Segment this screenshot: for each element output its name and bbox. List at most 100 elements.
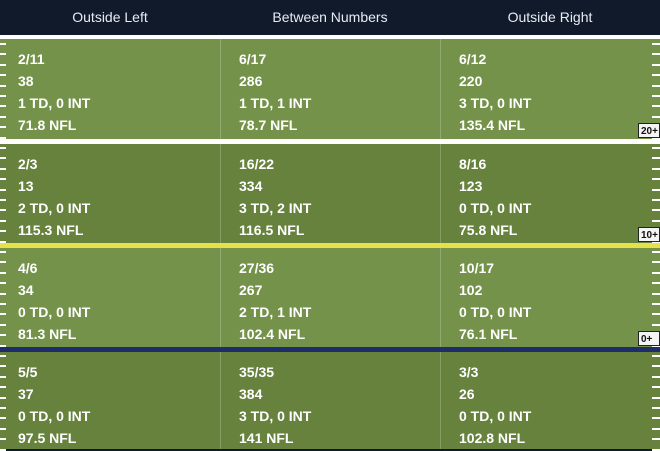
hash-mark [652,85,660,87]
column-outside-right: Outside Right [507,9,593,25]
hash-mark [0,178,6,180]
hash-mark [0,355,6,357]
cell-0-outside-right[interactable]: 10/17 102 0 TD, 0 INT 76.1 NFL [440,248,660,347]
yards: 220 [459,73,483,89]
column-header: Outside Left Between Numbers Outside Rig… [0,0,660,35]
hash-mark [0,105,6,107]
hash-mark [0,303,6,305]
zone-0-plus: 4/6 34 0 TD, 0 INT 81.3 NFL 27/36 267 2 … [0,248,660,347]
hash-mark [652,74,660,76]
hash-mark [0,313,6,315]
hash-mark [0,189,6,191]
cell-20-outside-left[interactable]: 2/11 38 1 TD, 0 INT 71.8 NFL [0,39,220,139]
td-int: 2 TD, 1 INT [239,304,312,320]
hash-mark [652,147,660,149]
cell-behind-outside-right[interactable]: 3/3 26 0 TD, 0 INT 102.8 NFL [440,352,660,449]
hash-mark [0,365,6,367]
hash-mark [652,272,660,274]
hash-mark [0,386,6,388]
zone-20-plus: 2/11 38 1 TD, 0 INT 71.8 NFL 6/17 286 1 … [0,39,660,139]
yards: 123 [459,178,483,194]
hash-mark [652,428,660,430]
completions: 10/17 [459,260,495,276]
hash-mark [0,334,6,336]
hash-mark [652,313,660,315]
rating: 97.5 NFL [18,430,77,446]
cell-0-outside-left[interactable]: 4/6 34 0 TD, 0 INT 81.3 NFL [0,248,220,347]
yards: 13 [18,178,34,194]
hash-mark [652,251,660,253]
hash-mark [652,53,660,55]
hash-mark [0,438,6,440]
hash-mark [652,293,660,295]
hash-mark [0,74,6,76]
completions: 2/3 [18,156,38,172]
yards: 34 [18,282,34,298]
td-int: 0 TD, 0 INT [459,200,532,216]
left-hash-marks [0,35,8,451]
hash-mark [0,397,6,399]
hash-mark [0,116,6,118]
hash-mark [652,345,660,347]
hash-mark [0,407,6,409]
completions: 35/35 [239,364,275,380]
right-hash-marks [652,35,660,451]
zone-10-plus: 2/3 13 2 TD, 0 INT 115.3 NFL 16/22 334 3… [0,144,660,243]
hash-mark [0,157,6,159]
td-int: 0 TD, 0 INT [459,408,532,424]
td-int: 3 TD, 0 INT [459,95,532,111]
completions: 27/36 [239,260,275,276]
zone-behind-line: 5/5 37 0 TD, 0 INT 97.5 NFL 35/35 384 3 … [0,352,660,449]
cell-10-between-numbers[interactable]: 16/22 334 3 TD, 2 INT 116.5 NFL [220,144,440,243]
completions: 5/5 [18,364,38,380]
rating: 78.7 NFL [239,117,298,133]
hash-mark [652,324,660,326]
hash-mark [0,137,6,139]
hash-mark [0,272,6,274]
td-int: 2 TD, 0 INT [18,200,91,216]
hash-mark [652,365,660,367]
hash-mark [652,261,660,263]
rating: 115.3 NFL [18,222,84,238]
hash-mark [0,199,6,201]
cell-0-between-numbers[interactable]: 27/36 267 2 TD, 1 INT 102.4 NFL [220,248,440,347]
completions: 4/6 [18,260,38,276]
hash-mark [0,168,6,170]
hash-mark [652,303,660,305]
hash-mark [0,53,6,55]
hash-mark [652,417,660,419]
cell-20-outside-right[interactable]: 6/12 220 3 TD, 0 INT 135.4 NFL [440,39,660,139]
hash-mark [652,282,660,284]
td-int: 3 TD, 2 INT [239,200,312,216]
hash-mark [0,85,6,87]
hash-mark [0,376,6,378]
completions: 16/22 [239,156,275,172]
hash-mark [0,43,6,45]
completions: 3/3 [459,364,479,380]
hash-mark [0,428,6,430]
yards: 102 [459,282,483,298]
yards: 38 [18,73,34,89]
hash-mark [652,376,660,378]
rating: 135.4 NFL [459,117,526,133]
hash-mark [0,220,6,222]
hash-mark [652,199,660,201]
hash-mark [652,397,660,399]
yard-badge-20: 20+ [638,123,660,138]
cell-behind-outside-left[interactable]: 5/5 37 0 TD, 0 INT 97.5 NFL [0,352,220,449]
hash-mark [0,64,6,66]
td-int: 3 TD, 0 INT [239,408,312,424]
cell-20-between-numbers[interactable]: 6/17 286 1 TD, 1 INT 78.7 NFL [220,39,440,139]
td-int: 0 TD, 0 INT [459,304,532,320]
cell-behind-between-numbers[interactable]: 35/35 384 3 TD, 0 INT 141 NFL [220,352,440,449]
rating: 75.8 NFL [459,222,518,238]
yards: 286 [239,73,263,89]
yard-line-20 [0,139,660,144]
rating: 102.8 NFL [459,430,526,446]
hash-mark [0,417,6,419]
cell-10-outside-right[interactable]: 8/16 123 0 TD, 0 INT 75.8 NFL [440,144,660,243]
rating: 141 NFL [239,430,294,446]
top-boundary-line [0,35,660,39]
cell-10-outside-left[interactable]: 2/3 13 2 TD, 0 INT 115.3 NFL [0,144,220,243]
hash-mark [0,261,6,263]
